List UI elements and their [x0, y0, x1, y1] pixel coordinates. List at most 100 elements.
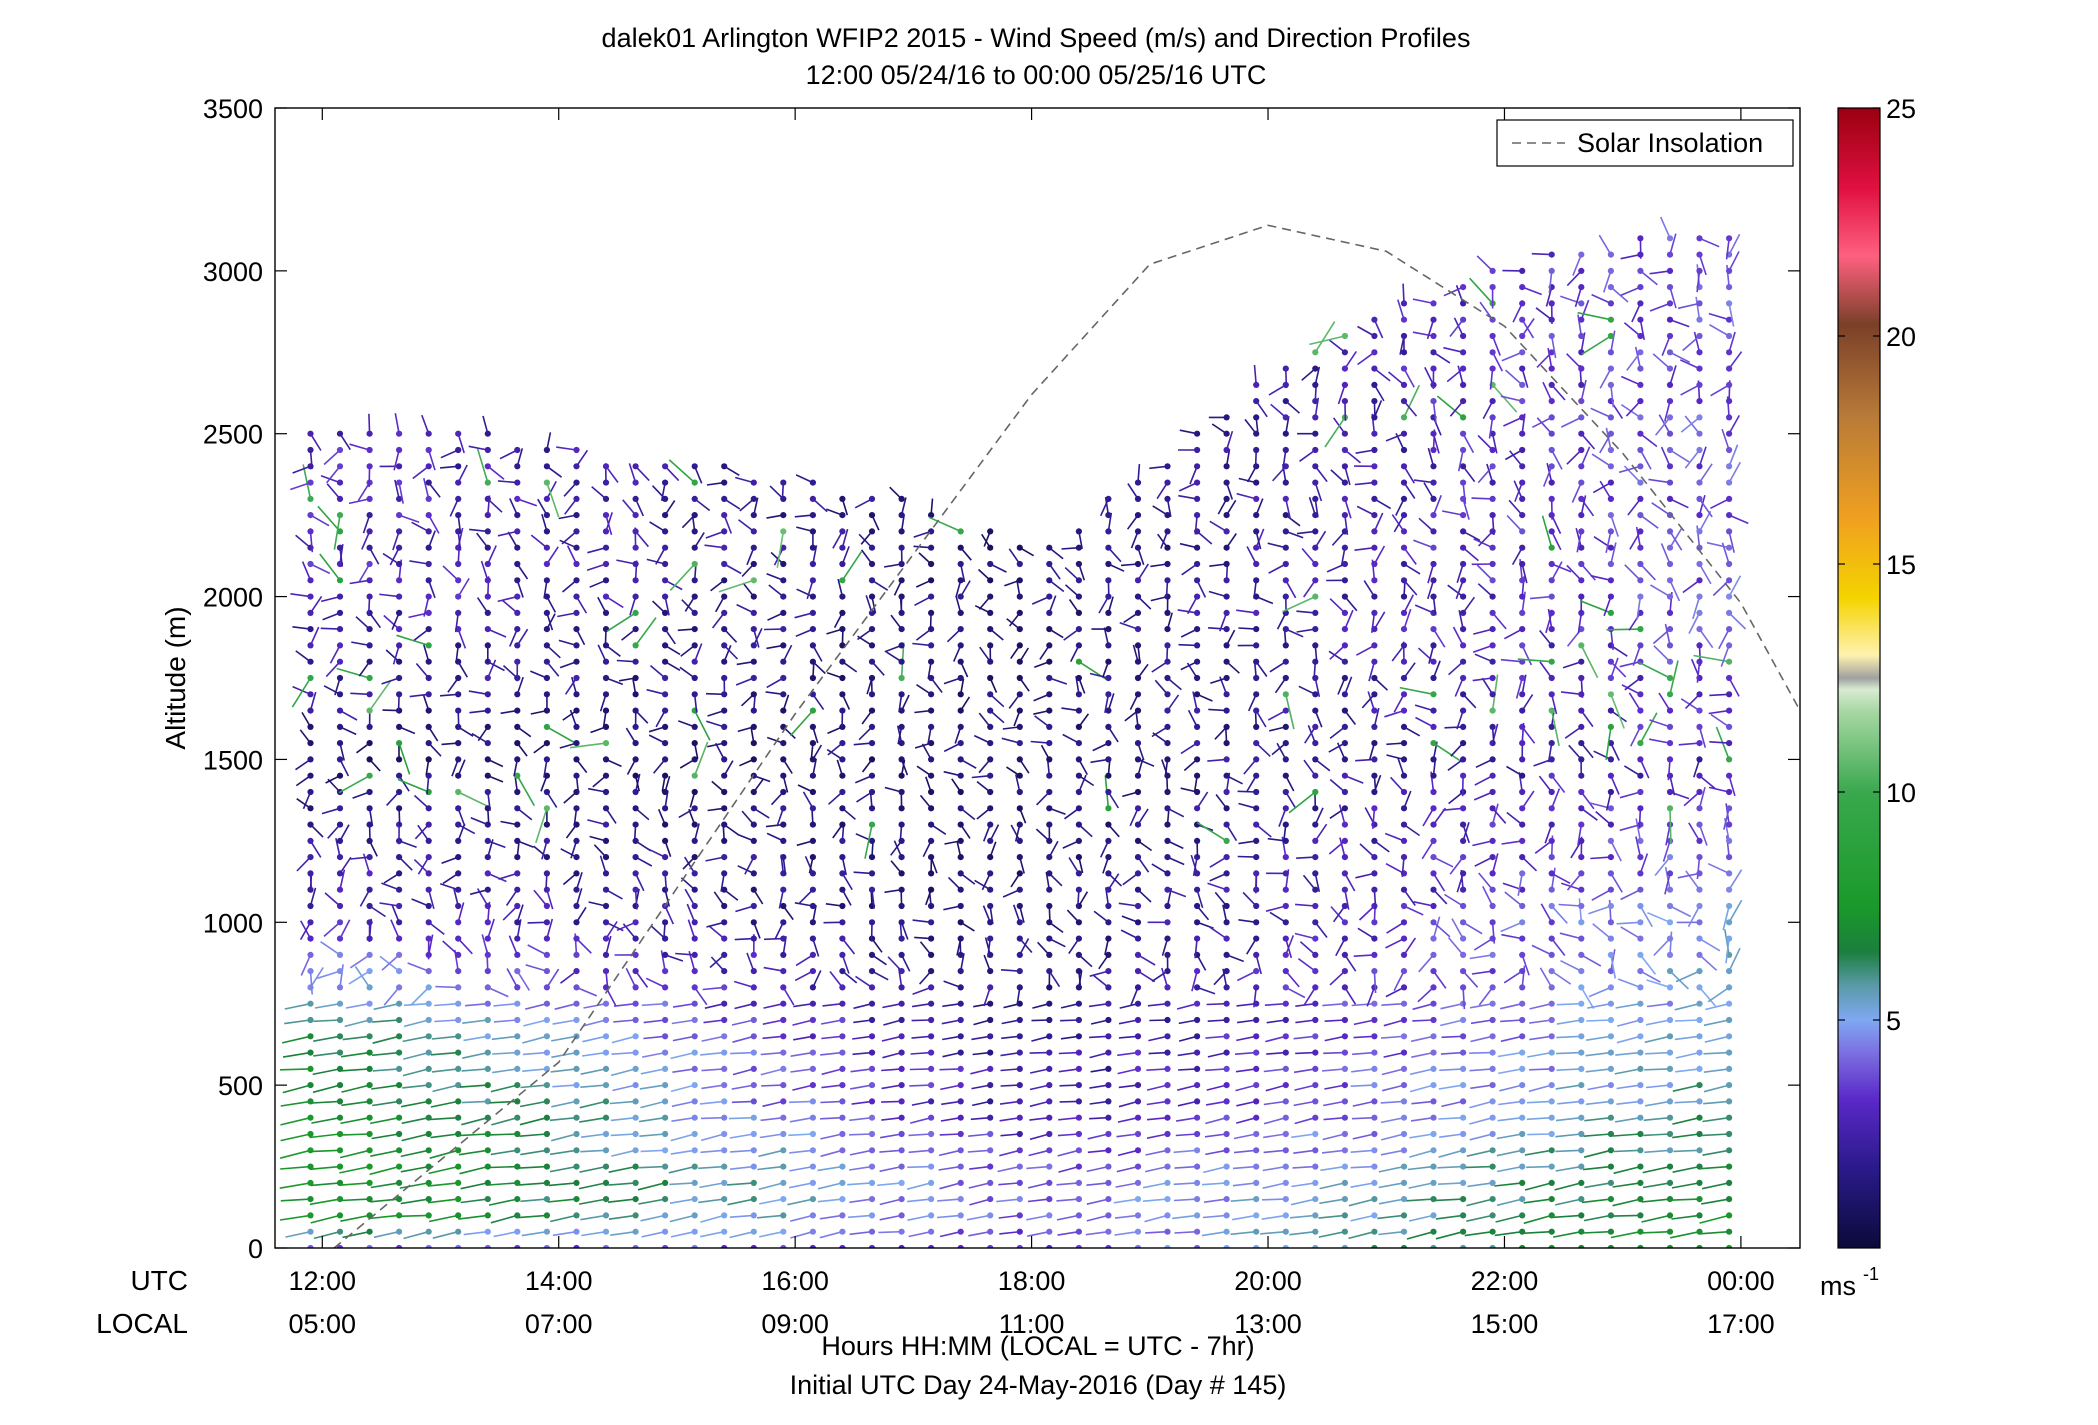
wind-barb-shaft [1418, 517, 1435, 532]
wind-barb-dot [780, 1098, 787, 1105]
wind-barb-shaft [431, 1035, 459, 1040]
wind-barb-dot [1016, 805, 1023, 812]
wind-barb-dot [1223, 430, 1230, 437]
wind-barb-shaft [502, 905, 518, 921]
wind-barb-dot [1400, 1130, 1408, 1138]
wind-barb-dot [1430, 544, 1437, 551]
wind-barb-dot [514, 1163, 521, 1170]
wind-barb-shaft [812, 970, 822, 988]
wind-barb-dot [868, 886, 876, 893]
wind-barb-dot [691, 577, 698, 584]
wind-barb-dot [1460, 658, 1467, 665]
wind-barb-dot [1341, 691, 1348, 698]
wind-barb-shaft [497, 530, 518, 537]
wind-barb-shaft [320, 627, 341, 630]
wind-barb-shaft [370, 1182, 400, 1189]
wind-barb-dot [898, 1196, 905, 1203]
wind-barb-dot [987, 1049, 994, 1056]
wind-barb-dot [1341, 1016, 1348, 1024]
wind-barb-dot [543, 560, 551, 568]
wind-barb-dot [396, 1049, 403, 1056]
wind-barb-dot [721, 658, 728, 665]
wind-barb-dot [543, 968, 551, 975]
wind-barb-dot [1637, 1196, 1644, 1203]
wind-barb-dot [1578, 805, 1585, 812]
wind-barb-shaft [1268, 563, 1287, 574]
wind-barb-shaft [1351, 1002, 1375, 1007]
wind-barb-dot [1223, 886, 1230, 893]
wind-barb-dot [366, 446, 373, 454]
wind-barb-shaft [1645, 1051, 1671, 1055]
wind-barb-shaft [1476, 564, 1494, 581]
wind-barb-shaft [817, 1182, 843, 1190]
wind-barb-dot [425, 837, 432, 845]
wind-barb-shaft [1603, 596, 1612, 617]
wind-barb-dot [662, 1049, 669, 1056]
wind-barb-dot [1371, 1114, 1378, 1121]
wind-barb-dot [1666, 984, 1674, 991]
wind-barb-dot [1519, 886, 1526, 893]
wind-barb-shaft [335, 838, 341, 858]
wind-barb-dot [514, 788, 521, 796]
wind-barb-shaft [1352, 1051, 1375, 1056]
wind-barb-dot [721, 1228, 728, 1235]
wind-barb-dot [543, 463, 551, 470]
wind-barb-shaft [1532, 416, 1553, 429]
wind-barb-shaft [672, 1002, 695, 1008]
wind-barb-shaft [1610, 742, 1620, 761]
wind-barb-dot [366, 870, 373, 877]
wind-barb-shaft [1639, 759, 1650, 779]
wind-barb-shaft [546, 546, 559, 565]
wind-barb-dot [573, 560, 580, 568]
wind-barb-shaft [457, 938, 473, 955]
wind-barb-dot [1341, 1244, 1348, 1248]
wind-barb-shaft [1551, 775, 1566, 793]
wind-barb-dot [1105, 951, 1112, 959]
wind-barb-shaft [1432, 628, 1446, 648]
wind-barb-shaft [1494, 1182, 1523, 1187]
wind-barb-shaft [458, 1214, 488, 1220]
wind-barb-shaft [1577, 314, 1583, 337]
wind-barb-dot [336, 658, 344, 665]
wind-barb-dot [1460, 1212, 1467, 1219]
wind-barb-shaft [454, 949, 459, 972]
wind-barb-shaft [1056, 1182, 1079, 1186]
wind-barb-shaft [1412, 331, 1434, 337]
wind-barb-dot [1282, 1147, 1289, 1154]
wind-barb-dot [1282, 951, 1289, 959]
wind-barb-dot [1164, 577, 1171, 584]
wind-barb-shaft [628, 463, 637, 483]
wind-barb-dot [573, 1163, 580, 1170]
wind-barb-dot [1578, 772, 1585, 779]
wind-barb-shaft [1618, 465, 1641, 474]
wind-barb-shaft [694, 986, 708, 1006]
wind-barb-shaft [442, 940, 459, 956]
wind-barb-shaft [1173, 1149, 1198, 1154]
wind-barb-dot [1016, 756, 1023, 763]
wind-barb-dot [1548, 495, 1555, 502]
wind-barb-dot [750, 740, 757, 747]
wind-barb-dot [484, 642, 491, 649]
wind-barb-dot [1696, 1000, 1703, 1007]
wind-barb-shaft [1252, 1247, 1257, 1248]
wind-barb-dot [1223, 511, 1230, 519]
wind-barb-shaft [1517, 658, 1552, 663]
wind-barb-shaft [1146, 1084, 1168, 1091]
wind-barb-shaft [776, 531, 785, 568]
wind-barb-dot [1666, 300, 1674, 307]
wind-barb-dot [1489, 1212, 1496, 1219]
wind-barb-dot [1489, 332, 1496, 340]
wind-barb-dot [632, 740, 639, 747]
wind-barb-dot [1016, 642, 1023, 649]
wind-barb-shaft [642, 1051, 666, 1058]
wind-barb-shaft [1438, 1149, 1464, 1158]
wind-barb-shaft [397, 778, 430, 793]
wind-barb-shaft [1529, 1068, 1552, 1071]
wind-barb-shaft [855, 975, 873, 989]
wind-barb-dot [396, 544, 403, 551]
wind-barb-shaft [1309, 335, 1346, 346]
wind-barb-shaft [457, 823, 476, 835]
wind-barb-dot [1696, 1179, 1703, 1186]
wind-barb-shaft [1403, 905, 1424, 916]
wind-barb-dot [1312, 919, 1319, 926]
